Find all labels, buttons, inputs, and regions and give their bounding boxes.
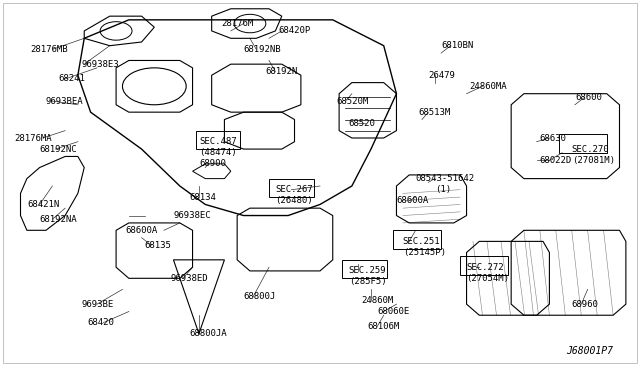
- Text: 68900: 68900: [199, 159, 226, 169]
- Text: 68241: 68241: [59, 74, 86, 83]
- Text: 68192NA: 68192NA: [40, 215, 77, 224]
- Text: SEC.487: SEC.487: [199, 137, 237, 146]
- Text: 28176M: 28176M: [221, 19, 253, 28]
- Bar: [559, 134, 607, 153]
- Bar: [342, 260, 387, 278]
- Text: 08543-51642: 08543-51642: [415, 174, 475, 183]
- Text: (1): (1): [435, 185, 451, 194]
- Text: 68420P: 68420P: [278, 26, 311, 35]
- Text: 68600A: 68600A: [125, 226, 158, 235]
- Text: 24860M: 24860M: [362, 296, 394, 305]
- Text: J68001P7: J68001P7: [566, 346, 613, 356]
- Text: 68106M: 68106M: [368, 322, 400, 331]
- Text: 9693BEA: 9693BEA: [46, 97, 84, 106]
- Text: 68800J: 68800J: [244, 292, 276, 301]
- Text: 28176MB: 28176MB: [30, 45, 68, 54]
- Text: 68600: 68600: [575, 93, 602, 102]
- Text: 68135: 68135: [145, 241, 172, 250]
- Text: 96938EC: 96938EC: [173, 211, 211, 220]
- Text: (285F5): (285F5): [349, 278, 387, 286]
- Text: 68960: 68960: [572, 300, 598, 309]
- Bar: [196, 131, 241, 149]
- Text: 24860MA: 24860MA: [470, 82, 508, 91]
- Text: 68800JA: 68800JA: [189, 329, 227, 338]
- Text: (25145P): (25145P): [403, 248, 446, 257]
- Text: 6810BN: 6810BN: [441, 41, 474, 50]
- Text: 68520: 68520: [349, 119, 376, 128]
- Text: (27081M): (27081M): [572, 155, 614, 165]
- Text: 28176MA: 28176MA: [14, 134, 52, 142]
- Text: 26479: 26479: [428, 71, 455, 80]
- Text: 68134: 68134: [189, 193, 216, 202]
- Text: 68192NC: 68192NC: [40, 145, 77, 154]
- Bar: [394, 230, 441, 249]
- Text: 9693BE: 9693BE: [81, 300, 113, 309]
- Text: SEC.272: SEC.272: [467, 263, 504, 272]
- Text: 68600A: 68600A: [396, 196, 429, 205]
- Text: 68520M: 68520M: [336, 97, 368, 106]
- Bar: [269, 179, 314, 197]
- Text: (26480): (26480): [275, 196, 313, 205]
- Text: SEC.270: SEC.270: [572, 145, 609, 154]
- Text: 96938E3: 96938E3: [81, 60, 118, 69]
- Bar: [460, 256, 508, 275]
- Text: SEC.267: SEC.267: [275, 185, 313, 194]
- Text: 68421N: 68421N: [27, 200, 59, 209]
- Text: 96938ED: 96938ED: [170, 274, 208, 283]
- Text: 68192N: 68192N: [266, 67, 298, 76]
- Text: 68420: 68420: [88, 318, 115, 327]
- Text: 68060E: 68060E: [378, 307, 410, 316]
- Text: 68022D: 68022D: [540, 155, 572, 165]
- Text: 68513M: 68513M: [419, 108, 451, 117]
- Text: SEC.251: SEC.251: [403, 237, 440, 246]
- Text: 68630: 68630: [540, 134, 566, 142]
- Text: SEC.259: SEC.259: [349, 266, 387, 275]
- Text: (48474): (48474): [199, 148, 237, 157]
- Text: 68192NB: 68192NB: [244, 45, 281, 54]
- Text: (27054M): (27054M): [467, 274, 509, 283]
